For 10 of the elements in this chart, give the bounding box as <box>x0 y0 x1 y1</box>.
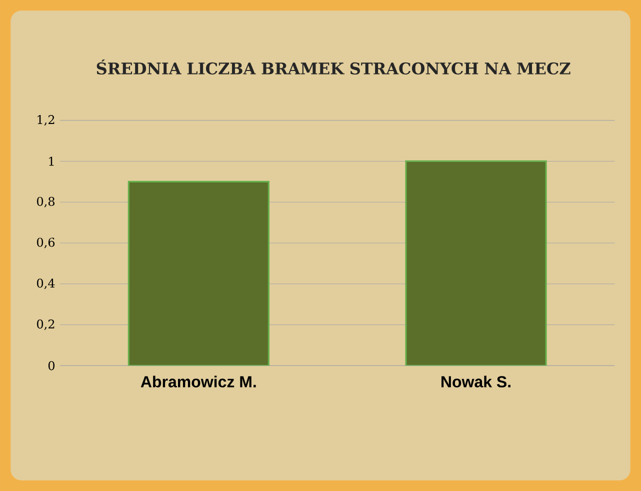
y-tick-label: 1 <box>49 156 54 166</box>
y-tick-label: 0,4 <box>37 278 55 290</box>
chart-title: ŚREDNIA LICZBA BRAMEK STRACONYCH NA MECZ <box>96 59 570 75</box>
y-tick-label: 0 <box>48 361 54 370</box>
x-tick-label: Abramowicz M. <box>140 376 256 388</box>
y-tick-label: 0,2 <box>37 319 54 330</box>
y-tick-label: 0,6 <box>37 238 55 248</box>
y-tick-label: 0,8 <box>37 196 54 208</box>
y-tick-label: 1,2 <box>38 115 54 126</box>
x-tick-label: Nowak S. <box>442 376 510 388</box>
